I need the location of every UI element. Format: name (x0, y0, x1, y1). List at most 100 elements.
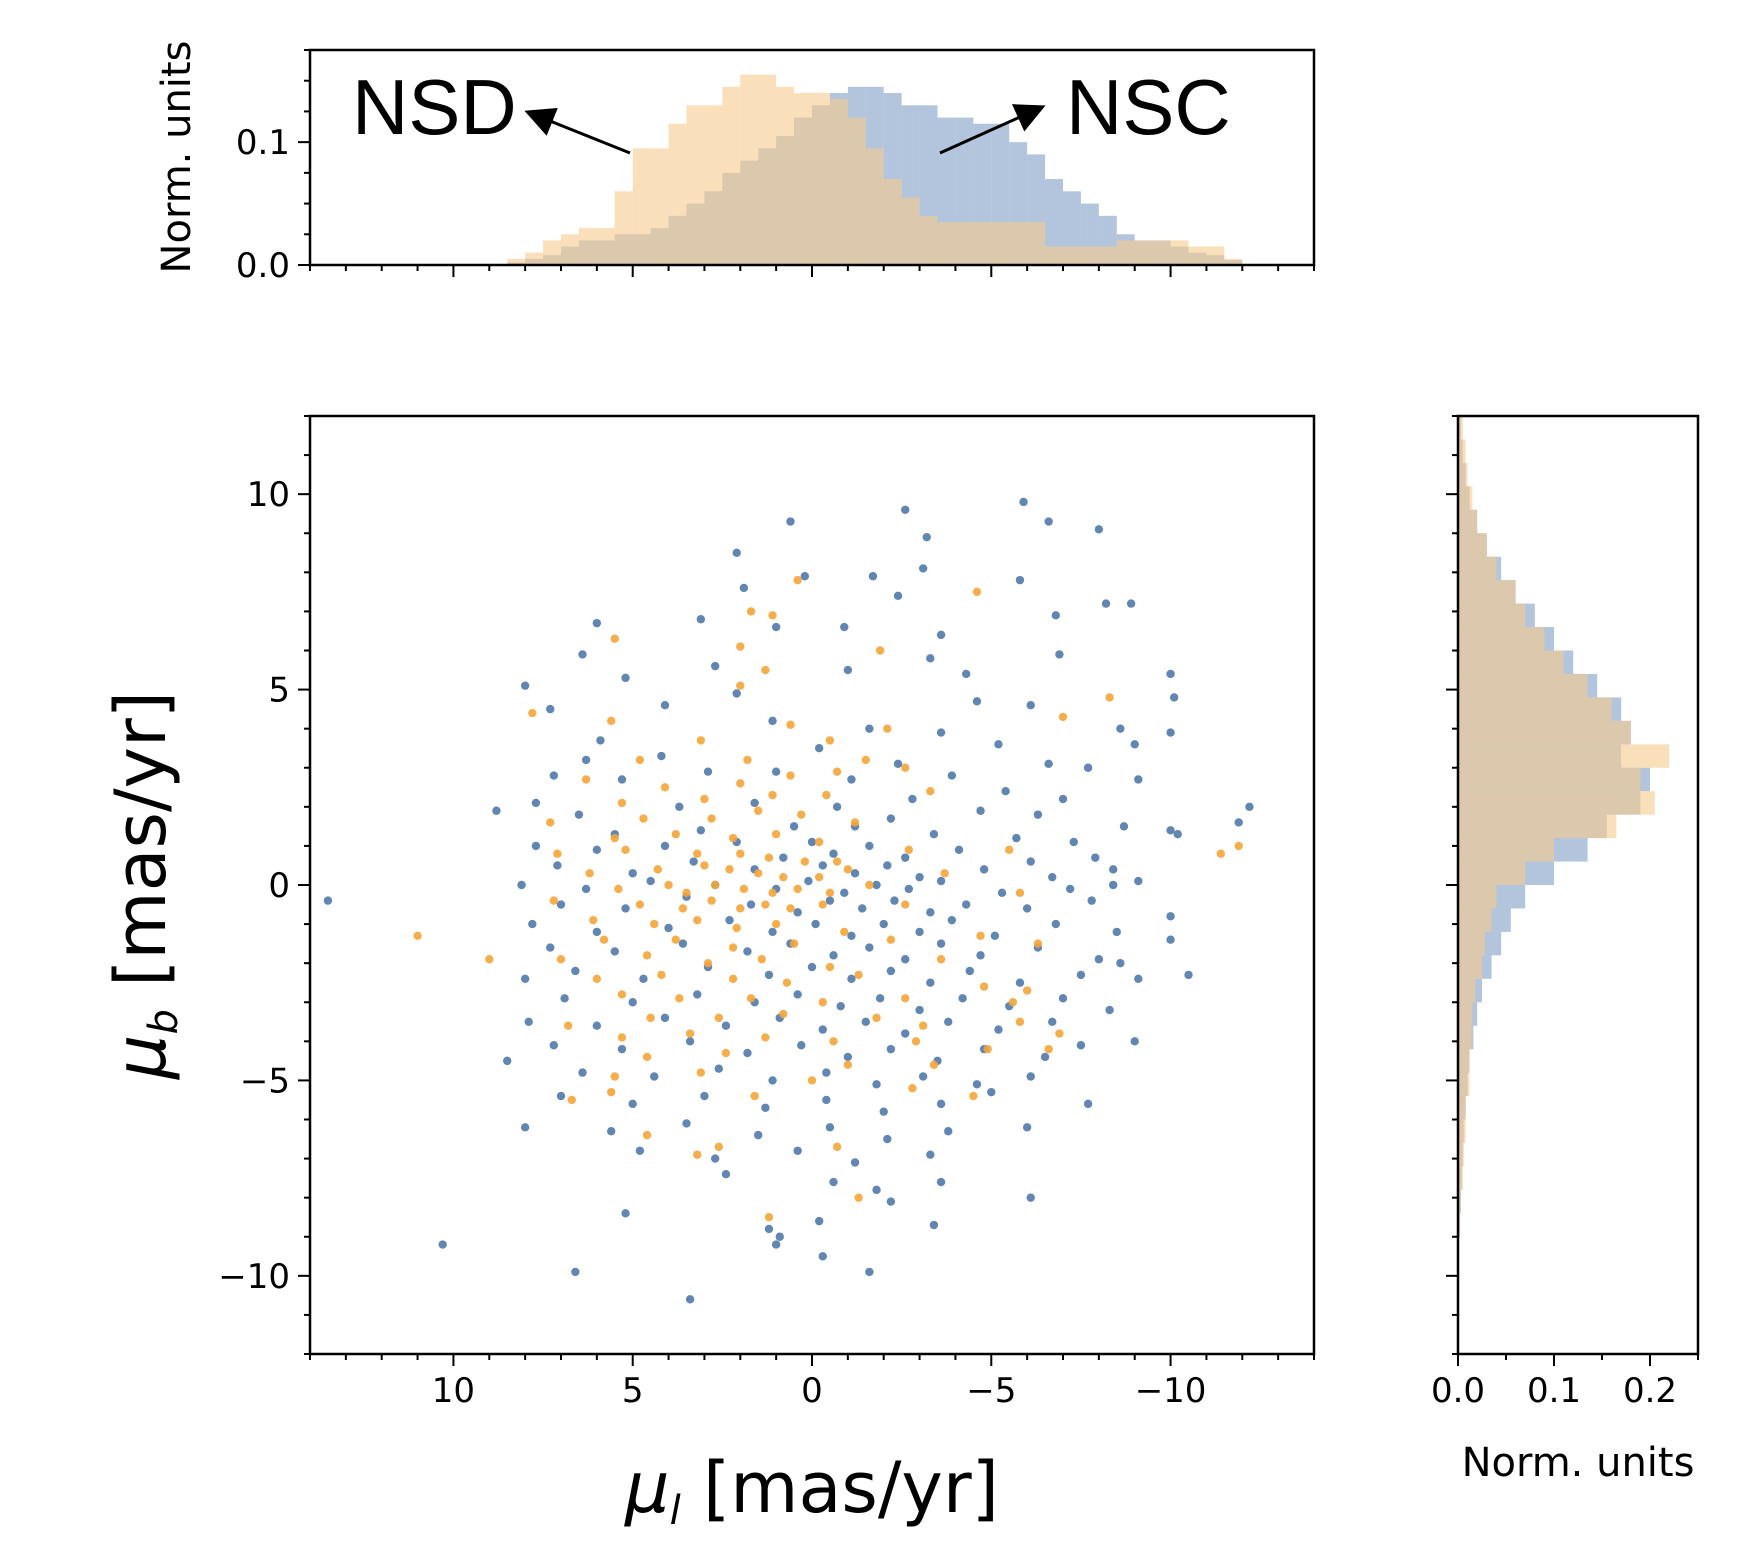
nsc-point (531, 798, 541, 808)
nsc-point (725, 915, 734, 925)
nsd-point (685, 1029, 695, 1038)
nsc-point (961, 669, 971, 679)
nsc-point (1094, 955, 1104, 964)
y-tick-label: −5 (240, 1061, 290, 1101)
nsc-point (847, 775, 856, 784)
nsd-hist-bar (1458, 627, 1545, 651)
nsc-point (818, 861, 827, 870)
nsc-point (571, 1267, 580, 1277)
nsc-point (987, 1087, 996, 1097)
nsd-point (908, 1084, 917, 1093)
nsd-point (771, 919, 781, 929)
nsd-point (904, 845, 914, 855)
nsd-point (1015, 1017, 1025, 1026)
nsc-point (976, 951, 985, 960)
nsd-hist-bar (1458, 1002, 1473, 1026)
nsd-point (700, 794, 709, 804)
nsc-point (578, 650, 587, 659)
nsc-point (685, 1037, 695, 1046)
nsd-point (761, 1033, 770, 1042)
nsc-point (1076, 970, 1086, 980)
scatter-y-label: μb [mas/yr] (100, 691, 187, 1080)
nsc-point (1173, 829, 1182, 839)
right-histogram-bars (1458, 416, 1670, 1237)
nsc-point (635, 1146, 645, 1155)
nsc-point (886, 966, 896, 976)
x-tick-label: 10 (432, 1371, 475, 1411)
nsd-hist-bar (1458, 1119, 1466, 1143)
nsc-point (893, 759, 903, 769)
nsd-point (696, 1068, 706, 1077)
nsc-point (1166, 935, 1175, 944)
nsd-hist-bar (614, 191, 633, 265)
nsd-point (865, 880, 874, 890)
nsc-point (865, 724, 874, 733)
nsc-point (768, 927, 777, 937)
nsd-hist-bar (1458, 1025, 1472, 1050)
nsc-point (883, 861, 892, 870)
nsc-point (560, 994, 569, 1003)
nsc-point (994, 740, 1003, 749)
nsd-point (1055, 1029, 1064, 1038)
nsc-point (1026, 1072, 1035, 1081)
nsc-point (1055, 650, 1064, 659)
nsd-hist-bar (1458, 767, 1641, 792)
nsd-hist-bar (1224, 258, 1243, 265)
right-histogram-panel: 0.0 0.1 0.2 Norm. units (1431, 414, 1700, 1486)
nsc-point (520, 681, 530, 690)
nsc-point (678, 939, 688, 948)
nsd-point (969, 1091, 978, 1101)
nsd-point (714, 1142, 723, 1152)
nsd-hist-bar (1080, 246, 1099, 265)
nsd-hist-bar (1458, 673, 1588, 698)
nsc-point (825, 896, 835, 905)
right-histogram-x-label: Norm. units (1462, 1440, 1695, 1486)
nsc-point (1022, 904, 1032, 913)
nsd-point (707, 814, 716, 823)
nsd-hist-bar (1458, 838, 1554, 862)
nsd-hist-bar (1027, 222, 1046, 265)
nsc-point (915, 927, 924, 937)
nsd-point (825, 962, 835, 972)
nsd-point (901, 900, 910, 909)
nsd-point (728, 974, 738, 983)
nsc-point (1022, 1123, 1032, 1132)
nsd-point (1234, 841, 1243, 851)
nsc-point (936, 728, 946, 737)
nsc-point (1026, 857, 1035, 866)
nsd-point (818, 900, 827, 909)
nsc-point (879, 919, 888, 929)
nsc-point (847, 931, 856, 941)
nsd-hist-bar (1116, 240, 1135, 265)
y-tick-label: 0.1 (236, 123, 290, 163)
nsc-point (581, 884, 591, 894)
nsc-point (1166, 669, 1175, 679)
nsd-point (592, 974, 602, 983)
nsd-point (840, 927, 849, 937)
nsc-point (944, 1017, 953, 1026)
nsc-point (1044, 759, 1053, 769)
nsc-point (1026, 701, 1035, 710)
nsc-point (1083, 1099, 1093, 1109)
nsc-point (1116, 958, 1125, 968)
nsd-point (703, 958, 713, 968)
nsd-point (754, 806, 763, 815)
nsc-point (743, 1048, 752, 1058)
nsd-point (642, 1130, 652, 1140)
nsd-point (883, 724, 892, 733)
nsd-point (693, 849, 702, 858)
nsd-point (786, 904, 795, 913)
nsd-point (710, 880, 720, 890)
nsc-point (689, 857, 698, 866)
nsc-point (556, 900, 566, 909)
nsd-point (1216, 849, 1225, 858)
nsd-point (693, 1150, 702, 1159)
nsd-point (546, 818, 555, 827)
x-tick-label: −5 (966, 1371, 1016, 1411)
nsd-hist-bar (1458, 650, 1564, 674)
nsd-hist-bar (1458, 720, 1631, 745)
nsd-point (979, 982, 989, 991)
nsd-point (639, 814, 648, 823)
nsc-point (1048, 1017, 1057, 1026)
nsc-point (771, 622, 781, 632)
